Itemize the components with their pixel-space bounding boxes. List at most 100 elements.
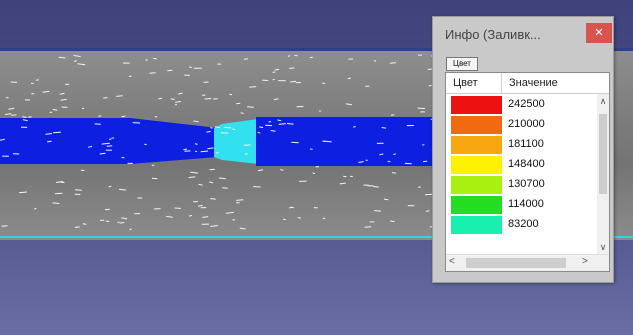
horizontal-scroll-thumb[interactable] (466, 258, 566, 268)
vector-arrow (74, 226, 80, 228)
vector-arrow (158, 97, 163, 100)
vector-arrow (425, 210, 430, 212)
tab-color[interactable]: Цвет (446, 57, 478, 71)
vector-arrow (178, 92, 183, 95)
vector-arrow (309, 148, 313, 150)
vector-arrow (197, 204, 203, 207)
vector-arrow (322, 217, 326, 220)
vector-arrow (389, 62, 396, 64)
value-label: 242500 (508, 98, 545, 110)
vector-arrow (209, 168, 215, 171)
vector-arrow (60, 98, 67, 101)
vector-arrow (190, 171, 199, 174)
vector-arrow (210, 225, 218, 227)
vector-arrow (33, 207, 37, 210)
column-divider[interactable] (501, 73, 502, 93)
vector-arrow (118, 188, 127, 191)
list-header: Цвет Значение (446, 73, 609, 94)
vector-arrow (45, 133, 53, 135)
vector-arrow (387, 160, 391, 163)
vector-arrow (183, 148, 187, 151)
info-fill-dialog[interactable]: Инфо (Заливк... ✕ Цвет Цвет Значение 242… (432, 16, 614, 283)
vector-arrow (154, 115, 158, 118)
list-item[interactable]: 83200 (446, 215, 596, 235)
vector-arrow (339, 182, 346, 185)
value-label: 148400 (508, 158, 545, 170)
vector-arrow (108, 138, 112, 140)
vector-arrow (390, 220, 395, 223)
vector-arrow (59, 92, 65, 95)
column-header-color[interactable]: Цвет (453, 77, 478, 89)
vector-arrow (381, 127, 387, 129)
vector-arrow (8, 107, 15, 110)
value-label: 114000 (508, 198, 544, 210)
vector-arrow (1, 225, 8, 227)
value-label: 83200 (508, 218, 539, 230)
domain-top-edge (0, 48, 633, 51)
vector-arrow (210, 198, 216, 200)
vector-arrow (121, 115, 126, 118)
vector-arrow (215, 152, 219, 154)
vector-arrow (175, 100, 181, 103)
vector-arrow (188, 176, 196, 179)
color-swatch (451, 96, 502, 114)
vector-arrow (42, 90, 50, 93)
horizontal-scrollbar[interactable]: < > (446, 254, 609, 271)
vector-arrow (280, 169, 284, 171)
vector-arrow (383, 198, 389, 201)
scroll-up-icon[interactable]: ∧ (599, 96, 607, 106)
vector-arrow (47, 140, 52, 143)
color-swatch (451, 156, 502, 174)
velocity-vectors (0, 54, 445, 231)
column-header-value[interactable]: Значение (509, 77, 558, 89)
scroll-right-icon[interactable]: > (582, 256, 588, 267)
vector-arrow (103, 97, 108, 99)
vector-arrow (166, 215, 173, 218)
vertical-scroll-thumb[interactable] (599, 114, 607, 194)
vector-arrow (198, 183, 203, 186)
vector-arrow (194, 150, 198, 153)
vector-arrow (289, 206, 293, 209)
vector-arrow (128, 75, 132, 78)
color-legend-list[interactable]: Цвет Значение 242500 210000 181100 14840… (445, 72, 610, 272)
vector-arrow (202, 216, 209, 218)
vector-arrow (373, 60, 377, 62)
vector-arrow (188, 215, 193, 217)
vector-arrow (193, 120, 199, 123)
vector-arrow (189, 66, 192, 69)
vertical-scrollbar[interactable]: ∧ ∨ (597, 94, 609, 254)
list-item[interactable]: 114000 (446, 195, 596, 215)
vector-arrow (215, 126, 220, 129)
vector-arrow (218, 177, 226, 180)
vector-arrow (0, 138, 5, 141)
vector-arrow (277, 119, 282, 122)
scroll-down-icon[interactable]: ∨ (599, 242, 607, 252)
nozzle-throat (214, 119, 258, 164)
vector-arrow (322, 82, 326, 85)
vector-arrow (239, 227, 246, 230)
vector-arrow (289, 67, 295, 69)
vector-arrow (374, 210, 382, 212)
vector-arrow (170, 98, 175, 100)
vector-arrow (391, 172, 397, 174)
vector-arrow (297, 217, 301, 219)
domain-bottom-edge (0, 236, 633, 238)
list-item[interactable]: 210000 (446, 115, 596, 135)
list-item[interactable]: 130700 (446, 175, 596, 195)
list-item[interactable]: 148400 (446, 155, 596, 175)
vector-arrow (121, 156, 125, 159)
vector-arrow (108, 185, 112, 188)
close-button[interactable]: ✕ (586, 23, 612, 43)
list-item[interactable]: 181100 (446, 135, 596, 155)
scroll-left-icon[interactable]: < (449, 256, 455, 267)
vector-arrow (222, 187, 228, 189)
vector-arrow (153, 57, 157, 60)
list-item[interactable]: 242500 (446, 95, 596, 115)
vector-arrow (22, 116, 27, 118)
vector-arrow (129, 228, 132, 231)
vector-arrow (289, 80, 297, 83)
vector-arrow (257, 169, 264, 172)
vector-arrow (80, 169, 85, 172)
vector-arrow (52, 108, 58, 111)
